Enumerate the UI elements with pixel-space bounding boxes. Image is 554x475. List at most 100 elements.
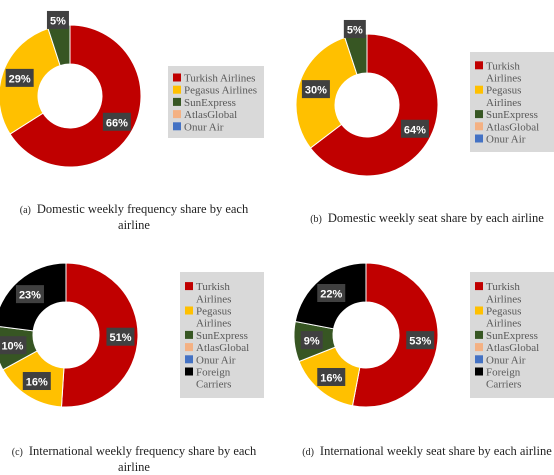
legend-d: TurkishAirlinesPegasusAirlinesSunExpress…: [470, 272, 554, 398]
legend-label: Carriers: [486, 379, 521, 391]
data-label-turkish-airlines: 53%: [406, 331, 435, 350]
legend-label: Turkish: [196, 281, 230, 293]
legend-label: Airlines: [486, 318, 521, 330]
legend-label: AtlasGlobal: [486, 342, 539, 354]
legend-item-pegasus-airlines: Pegasus Airlines: [173, 85, 257, 97]
legend-swatch-sunexpress: [475, 330, 483, 339]
donut-chart-c: 51% 16% 10% 23%: [0, 262, 139, 408]
data-label-pegasus-airlines: 16%: [317, 367, 346, 386]
data-label-pegasus-airlines: 16%: [22, 372, 51, 391]
legend-label: Turkish Airlines: [184, 73, 255, 85]
svg-text:22%: 22%: [320, 289, 342, 301]
legend-label: SunExpress: [184, 97, 236, 109]
slice-turkish-airlines: [9, 24, 142, 168]
legend-item-turkish-airlines: Turkish Airlines: [173, 73, 255, 85]
data-label-foreign-carriers: 23%: [15, 285, 44, 304]
legend-item-atlasglobal: AtlasGlobal: [185, 342, 249, 354]
legend-item-atlasglobal: AtlasGlobal: [173, 109, 237, 121]
legend-label: AtlasGlobal: [196, 342, 249, 354]
legend-swatch-turkish-airlines: [475, 61, 483, 70]
legend-label: SunExpress: [196, 330, 248, 342]
caption-a-letter: (a): [19, 205, 31, 216]
legend-label: Pegasus: [486, 306, 521, 318]
caption-a: (a) Domestic weekly frequency share by ea…: [4, 202, 264, 233]
legend-label: Pegasus: [196, 306, 231, 318]
legend-label: AtlasGlobal: [184, 109, 237, 121]
legend-label: Airlines: [486, 97, 521, 109]
legend-label: Onur Air: [196, 354, 236, 366]
legend-label: Carriers: [196, 379, 231, 391]
data-label-sunexpress: 5%: [46, 10, 69, 29]
svg-text:9%: 9%: [304, 336, 320, 348]
data-label-pegasus-airlines: 30%: [301, 80, 330, 99]
legend-label: Foreign: [196, 367, 231, 379]
caption-d-text: International weekly seat share by each …: [319, 444, 552, 458]
legend-item-onur-air: Onur Air: [185, 354, 236, 366]
legend-label: Airlines: [196, 293, 231, 305]
data-label-pegasus-airlines: 29%: [5, 68, 34, 87]
legend-swatch-onur-air: [475, 355, 483, 364]
svg-text:23%: 23%: [19, 290, 41, 302]
caption-b: (b) Domestic weekly seat share by each ai…: [300, 211, 554, 227]
legend-item-sunexpress: SunExpress: [475, 109, 538, 121]
legend-label: Foreign: [486, 367, 521, 379]
caption-d-letter: (d): [302, 447, 314, 458]
legend-swatch-pegasus-airlines: [475, 306, 483, 315]
caption-c-letter: (c): [11, 447, 23, 458]
legend-swatch-foreign-carriers: [185, 367, 193, 376]
svg-text:66%: 66%: [106, 117, 128, 129]
donut-chart-a: 66% 29% 5%: [0, 10, 142, 168]
svg-text:10%: 10%: [1, 341, 23, 353]
data-label-turkish-airlines: 64%: [400, 119, 429, 138]
slice-turkish-airlines: [60, 262, 139, 408]
legend-item-atlasglobal: AtlasGlobal: [475, 342, 539, 354]
legend-item-sunexpress: SunExpress: [185, 330, 248, 342]
slice-turkish-airlines: [309, 33, 439, 177]
legend-swatch-atlasglobal: [475, 343, 483, 352]
legend-item-onur-air: Onur Air: [475, 354, 526, 366]
caption-d: (d) International weekly seat share by ea…: [300, 444, 554, 460]
slice-turkish-airlines: [351, 262, 439, 408]
legend-c: TurkishAirlinesPegasusAirlinesSunExpress…: [180, 272, 264, 398]
legend-label: Turkish: [486, 60, 520, 72]
legend-label: AtlasGlobal: [486, 121, 539, 133]
legend-swatch-sunexpress: [173, 97, 181, 106]
legend-swatch-sunexpress: [185, 330, 193, 339]
legend-b: TurkishAirlinesPegasusAirlinesSunExpress…: [470, 52, 554, 152]
legend-label: Airlines: [486, 293, 521, 305]
legend-swatch-foreign-carriers: [475, 367, 483, 376]
legend-label: Onur Air: [486, 134, 526, 146]
data-label-sunexpress: 9%: [300, 331, 323, 350]
legend-swatch-sunexpress: [475, 110, 483, 119]
data-label-turkish-airlines: 51%: [106, 327, 135, 346]
caption-a-text: Domestic weekly frequency share by each …: [36, 202, 249, 232]
legend-swatch-turkish-airlines: [475, 282, 483, 291]
data-label-foreign-carriers: 22%: [317, 284, 346, 303]
legend-swatch-turkish-airlines: [185, 282, 193, 291]
legend-label: Airlines: [486, 73, 521, 85]
svg-text:53%: 53%: [409, 336, 431, 348]
legend-item-atlasglobal: AtlasGlobal: [475, 121, 539, 133]
donut-chart-b: 64% 30% 5%: [295, 19, 439, 177]
caption-b-letter: (b): [310, 214, 322, 225]
data-label-sunexpress: 10%: [0, 336, 27, 355]
legend-swatch-atlasglobal: [173, 110, 181, 119]
legend-swatch-atlasglobal: [475, 122, 483, 131]
legend-item-sunexpress: SunExpress: [173, 97, 236, 109]
legend-swatch-onur-air: [475, 134, 483, 143]
svg-text:16%: 16%: [26, 377, 48, 389]
legend-swatch-atlasglobal: [185, 343, 193, 352]
legend-label: Onur Air: [486, 354, 526, 366]
legend-label: Onur Air: [184, 121, 224, 133]
svg-text:51%: 51%: [109, 332, 131, 344]
svg-text:29%: 29%: [9, 73, 31, 85]
legend-swatch-turkish-airlines: [173, 73, 181, 82]
